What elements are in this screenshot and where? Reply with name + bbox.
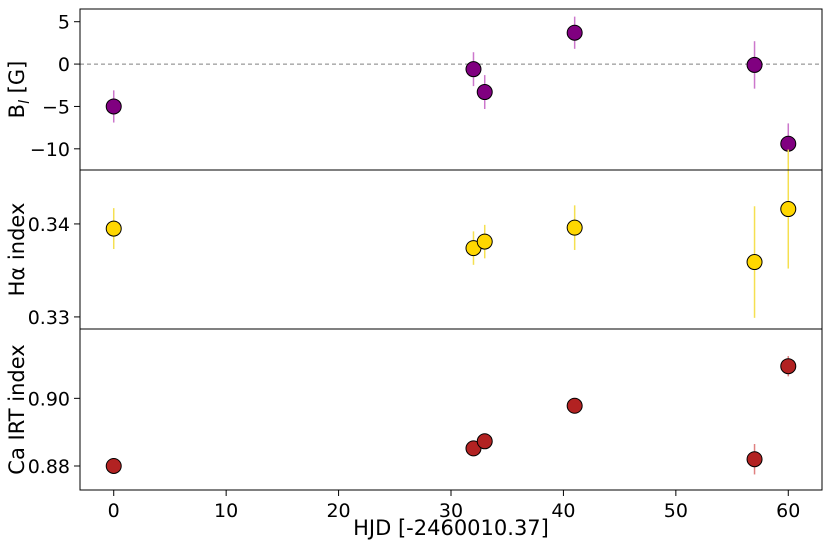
panel-frame [79, 169, 823, 330]
x-tick-label: 20 [326, 500, 350, 522]
x-tick-label: 30 [439, 500, 463, 522]
data-point [566, 219, 583, 236]
y-axis-label: Ca IRT index [5, 344, 29, 474]
data-point [780, 135, 797, 152]
y-tick-label: 0.88 [28, 456, 70, 478]
x-tick-label: 40 [551, 500, 575, 522]
data-point [105, 220, 122, 237]
y-tick-label: 5 [58, 12, 70, 34]
data-point [780, 201, 797, 218]
data-point [746, 254, 763, 271]
data-point [465, 440, 482, 457]
x-axis-label: HJD [-2460010.37] [353, 516, 549, 540]
y-axis-label: Hα index [5, 203, 29, 297]
y-axis-label: Bl [G] [5, 61, 33, 119]
data-point [746, 56, 763, 73]
data-point [105, 98, 122, 115]
data-point [105, 457, 122, 474]
panel-2: 0.34 0.33 Hα index [5, 149, 823, 330]
panel-1: 5 0 −5 −10 Bl [G] [5, 8, 823, 171]
y-tick-label: 0 [58, 54, 70, 76]
data-point [566, 397, 583, 414]
data-point [566, 24, 583, 41]
data-point [746, 451, 763, 468]
x-tick-label: 0 [108, 500, 120, 522]
x-tick-label: 10 [214, 500, 238, 522]
x-tick-label: 50 [664, 500, 688, 522]
y-tick-label: 0.34 [28, 214, 70, 236]
data-point [476, 84, 493, 101]
data-point [780, 358, 797, 375]
panel-frame [79, 328, 823, 491]
data-point [476, 233, 493, 250]
y-tick-label: −5 [42, 96, 70, 118]
data-point [476, 433, 493, 450]
y-tick-label: 0.33 [28, 307, 70, 329]
x-tick-label: 60 [776, 500, 800, 522]
panel-frame [79, 8, 823, 171]
y-tick-label: −10 [30, 139, 70, 161]
data-point [465, 61, 482, 78]
y-tick-label: 0.90 [28, 388, 70, 410]
